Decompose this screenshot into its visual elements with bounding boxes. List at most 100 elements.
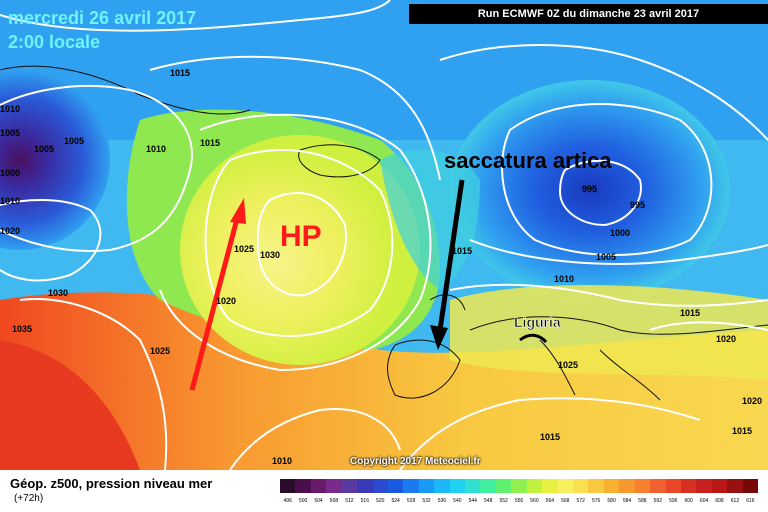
isobar-label: 1020 <box>742 396 762 406</box>
scale-swatch <box>727 479 743 493</box>
scale-swatch <box>418 479 435 493</box>
scale-swatch <box>372 479 388 493</box>
scale-value: 600 <box>684 498 693 504</box>
scale-value: 564 <box>545 498 555 504</box>
scale-value: 548 <box>484 498 493 504</box>
isobar-label: 1010 <box>0 196 20 206</box>
southwest-hot-field <box>0 340 140 470</box>
scale-swatch <box>542 479 558 493</box>
scale-value: 496 <box>283 498 292 504</box>
scale-swatch <box>603 479 620 493</box>
copyright-text: Copyright 2017 Meteociel.fr <box>350 456 481 467</box>
scale-value: 588 <box>638 498 647 504</box>
scale-value: 608 <box>715 498 724 504</box>
scale-swatch <box>665 479 681 493</box>
trough-label: saccatura artica <box>444 148 612 173</box>
scale-swatch <box>480 479 496 493</box>
scale-swatch <box>634 479 651 493</box>
scale-value: 584 <box>622 498 632 504</box>
isobar-label: 1010 <box>0 104 20 114</box>
scale-swatch <box>742 479 759 493</box>
scale-value: 512 <box>345 498 354 504</box>
isobar-labels: 1005 1005 1005 1000 1010 1015 1015 1010 … <box>0 68 762 466</box>
isobar-label: 1015 <box>680 308 700 318</box>
scale-swatch <box>295 479 311 493</box>
scale-value: 528 <box>406 498 416 504</box>
isobar-label: 1000 <box>0 168 20 178</box>
scale-value: 508 <box>329 498 339 504</box>
scale-value: 536 <box>437 498 447 504</box>
scale-value: 544 <box>468 498 477 504</box>
scale-swatch <box>511 479 527 493</box>
low-pressure-northeast <box>450 80 730 300</box>
scale-swatch <box>526 479 543 493</box>
scale-value: 596 <box>669 498 678 504</box>
scale-swatch <box>326 479 342 493</box>
scale-swatch <box>711 479 728 493</box>
isobar-label: 1010 <box>146 144 166 154</box>
scale-swatch <box>280 479 296 493</box>
scale-swatch <box>619 479 635 493</box>
scale-swatch <box>696 479 712 493</box>
scale-value: 572 <box>576 498 585 504</box>
liguria-marker <box>519 333 548 344</box>
scale-swatch <box>588 479 604 493</box>
scale-swatch <box>341 479 358 493</box>
map-product-title: Géop. z500, pression niveau mer <box>10 476 213 491</box>
scale-value: 612 <box>730 498 740 504</box>
isobar-label: 1030 <box>48 288 68 298</box>
scale-value: 604 <box>699 498 709 504</box>
isobar-label: 995 <box>630 200 645 210</box>
isobar-label: 1030 <box>260 250 280 260</box>
isobar-label: 1010 <box>554 274 574 284</box>
isobar-label: 1015 <box>732 426 752 436</box>
scale-value: 500 <box>298 498 308 504</box>
forecast-date: mercredi 26 avril 2017 <box>8 8 197 28</box>
scale-swatch <box>557 479 574 493</box>
scale-value: 532 <box>422 498 431 504</box>
scale-value: 504 <box>314 498 323 504</box>
isobar-label: 1025 <box>234 244 254 254</box>
synoptic-map: 1005 1005 1005 1000 1010 1015 1015 1010 … <box>0 0 768 470</box>
scale-swatch <box>387 479 404 493</box>
isobar-label: 1005 <box>0 128 20 138</box>
isobar-label: 1015 <box>200 138 220 148</box>
scale-swatch <box>403 479 419 493</box>
scale-value: 516 <box>360 498 369 504</box>
scale-value: 568 <box>561 498 570 504</box>
isobar-lines <box>0 0 768 470</box>
isobar-label: 1020 <box>0 226 20 236</box>
black-arrow <box>430 179 465 350</box>
isobar-label: 1005 <box>34 144 54 154</box>
cyan-gap <box>380 149 480 290</box>
red-arrow <box>189 198 246 391</box>
scale-value: 592 <box>653 498 662 504</box>
isobar-label: 995 <box>582 184 597 194</box>
isobar-label: 1010 <box>272 456 292 466</box>
high-pressure-core <box>180 135 420 365</box>
isobar-label: 1015 <box>540 432 560 442</box>
color-scale-bar <box>280 479 759 493</box>
scale-swatch <box>680 479 697 493</box>
isobar-label: 1005 <box>596 252 616 262</box>
isobar-label: 1015 <box>452 246 472 256</box>
scale-value: 560 <box>530 498 539 504</box>
southern-warm-field <box>0 292 768 470</box>
color-scale-labels: 496 500 504 508 512 516 520 524 528 532 536 540 544 5… <box>280 498 758 508</box>
coastlines <box>0 65 768 401</box>
scale-swatch <box>573 479 589 493</box>
scale-swatch <box>449 479 466 493</box>
scale-swatch <box>310 479 327 493</box>
scale-value: 580 <box>607 498 616 504</box>
forecast-time: 2:00 locale <box>8 32 101 52</box>
scale-value: 556 <box>514 498 524 504</box>
scale-swatch <box>465 479 481 493</box>
isobar-label: 1015 <box>170 68 190 78</box>
isobar-label: 1005 <box>64 136 84 146</box>
isobar-label: 1020 <box>216 296 236 306</box>
liguria-label: Liguria <box>514 314 561 330</box>
low-pressure-northwest <box>0 70 110 250</box>
isobar-label: 1035 <box>12 324 32 334</box>
isobar-label: 1025 <box>150 346 170 356</box>
